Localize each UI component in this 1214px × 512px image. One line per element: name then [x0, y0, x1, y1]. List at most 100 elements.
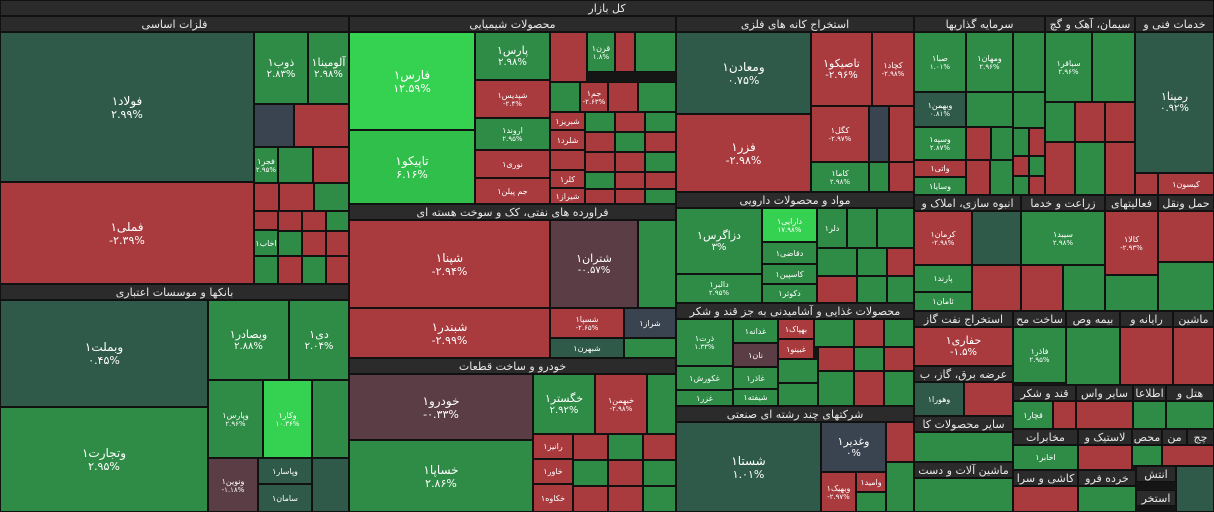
stock-tile[interactable]: خکاوه۱: [533, 484, 573, 512]
stock-tile[interactable]: غکورش۱: [676, 366, 733, 390]
stock-tile-unlabeled[interactable]: [585, 132, 615, 152]
stock-tile-unlabeled[interactable]: [884, 347, 914, 371]
stock-tile-unlabeled[interactable]: [1045, 102, 1075, 142]
stock-tile[interactable]: وبصادر۱ ۲.۸۸%: [208, 300, 289, 380]
stock-tile-unlabeled[interactable]: [857, 276, 887, 303]
stock-tile-unlabeled[interactable]: [1135, 173, 1158, 195]
sector-header-multi[interactable]: شرکتهای چند رشته ای صنعتی: [676, 406, 914, 422]
stock-tile-unlabeled[interactable]: [817, 276, 857, 303]
stock-tile-unlabeled[interactable]: [887, 248, 914, 276]
stock-tile-unlabeled[interactable]: [312, 380, 349, 458]
stock-tile-unlabeled[interactable]: [638, 82, 676, 112]
stock-tile-unlabeled[interactable]: [254, 256, 278, 284]
stock-tile-unlabeled[interactable]: [624, 338, 676, 358]
sector-header-misc_fin[interactable]: سایر واس: [1076, 385, 1133, 401]
sector-header-food[interactable]: محصولات غذایی و آشامیدنی به جز قند و شکر: [676, 303, 914, 319]
stock-tile-unlabeled[interactable]: [1013, 176, 1029, 195]
stock-tile-unlabeled[interactable]: [1078, 486, 1136, 512]
stock-tile[interactable]: کیسون۱: [1158, 173, 1214, 195]
stock-tile[interactable]: فاذر۱ ۲.۹۵%: [1013, 327, 1066, 383]
stock-tile-unlabeled[interactable]: [1053, 401, 1076, 429]
stock-tile[interactable]: کچاد۱ -۲.۹۸%: [872, 32, 914, 106]
stock-tile[interactable]: قرن۱ ۱.۸%: [587, 32, 615, 72]
stock-tile-unlabeled[interactable]: [1105, 275, 1158, 311]
stock-tile-unlabeled[interactable]: [615, 132, 645, 152]
stock-tile-unlabeled[interactable]: [615, 172, 645, 189]
stock-tile-unlabeled[interactable]: [1158, 211, 1214, 262]
stock-tile-unlabeled[interactable]: [1013, 32, 1045, 92]
stock-tile[interactable]: شتران۱ -۰.۵۷%: [550, 220, 638, 308]
stock-tile-unlabeled[interactable]: [1105, 102, 1135, 142]
stock-tile[interactable]: وسایا۱: [914, 177, 966, 195]
stock-tile-unlabeled[interactable]: [573, 486, 608, 512]
stock-tile[interactable]: سیبد۱ ۲.۹۸%: [1021, 211, 1105, 265]
stock-tile-unlabeled[interactable]: [778, 383, 818, 406]
stock-tile-unlabeled[interactable]: [643, 486, 676, 512]
sector-header-retail[interactable]: خرده فرو: [1078, 470, 1136, 486]
stock-tile[interactable]: شلرد۱: [550, 130, 585, 150]
stock-tile[interactable]: دزاگرس۱ ۳%: [676, 208, 762, 274]
stock-tile-unlabeled[interactable]: [278, 231, 302, 256]
stock-tile-unlabeled[interactable]: [966, 92, 1013, 127]
stock-tile[interactable]: رانیز۱: [533, 434, 573, 459]
stock-tile[interactable]: فولاد۱ ۲.۹۹%: [0, 32, 254, 182]
stock-tile[interactable]: وبهیک۱ -۲.۹۷%: [821, 472, 856, 512]
sector-header-insurance[interactable]: بیمه وص: [1066, 311, 1120, 327]
stock-tile-unlabeled[interactable]: [1092, 32, 1135, 102]
stock-tile[interactable]: خاور۱: [533, 459, 573, 484]
stock-tile-unlabeled[interactable]: [615, 112, 645, 132]
stock-tile[interactable]: کگل۱ -۲.۹۷%: [811, 106, 869, 162]
stock-tile[interactable]: شسپا۱ -۲.۶۵%: [550, 308, 624, 338]
stock-tile[interactable]: رمپنا۱ ۰.۹۲%: [1135, 32, 1214, 173]
stock-tile-unlabeled[interactable]: [326, 256, 349, 284]
stock-tile[interactable]: اخابر۱: [1013, 445, 1078, 470]
stock-tile[interactable]: کرمان۱ -۲.۹۸%: [914, 211, 972, 265]
stock-tile-unlabeled[interactable]: [326, 211, 349, 231]
stock-tile-unlabeled[interactable]: [585, 112, 615, 132]
sector-header-ceramic[interactable]: کاشی و سرا: [1013, 470, 1078, 486]
stock-tile-unlabeled[interactable]: [1132, 445, 1162, 466]
stock-tile-unlabeled[interactable]: [1013, 128, 1029, 156]
stock-tile-unlabeled[interactable]: [254, 211, 278, 230]
stock-tile[interactable]: وپاسار۱: [258, 458, 312, 484]
sector-header-machinery[interactable]: ماشین: [1173, 311, 1214, 327]
stock-tile-unlabeled[interactable]: [585, 172, 615, 189]
stock-tile[interactable]: نوری۱: [475, 150, 550, 178]
stock-tile-unlabeled[interactable]: [278, 256, 302, 284]
stock-tile[interactable]: وتجارت۱ ۲.۹۵%: [0, 407, 208, 512]
stock-tile-unlabeled[interactable]: [645, 112, 676, 132]
stock-tile-unlabeled[interactable]: [313, 147, 349, 183]
stock-tile-unlabeled[interactable]: [638, 220, 676, 308]
stock-tile[interactable]: ثامان۱: [914, 292, 972, 311]
stock-tile-unlabeled[interactable]: [914, 478, 1013, 512]
stock-tile-unlabeled[interactable]: [814, 319, 854, 347]
stock-tile-unlabeled[interactable]: [818, 371, 854, 406]
stock-tile-unlabeled[interactable]: [966, 160, 990, 195]
stock-tile-unlabeled[interactable]: [854, 347, 884, 371]
stock-tile-unlabeled[interactable]: [884, 319, 914, 347]
stock-tile[interactable]: دکوثر۱: [762, 284, 817, 303]
stock-tile[interactable]: آلومینا۱ ۲.۹۸%: [308, 32, 349, 104]
stock-tile-unlabeled[interactable]: [889, 106, 914, 162]
stock-tile[interactable]: وبملت۱ ۰.۴۵%: [0, 300, 208, 407]
stock-tile-unlabeled[interactable]: [1045, 142, 1075, 195]
stock-tile[interactable]: وامید۱: [856, 472, 886, 492]
stock-tile[interactable]: شراز۱: [624, 308, 676, 338]
stock-tile[interactable]: خگستر۱ ۲.۹۲%: [533, 374, 595, 434]
stock-tile-unlabeled[interactable]: [608, 486, 643, 512]
stock-tile-unlabeled[interactable]: [1029, 128, 1045, 156]
stock-tile-unlabeled[interactable]: [302, 256, 326, 284]
stock-tile[interactable]: وسپه۱ ۲.۸۷%: [914, 127, 966, 160]
sector-header-refinery[interactable]: فراورده های نفتی، کک و سوخت هسته ای: [349, 204, 676, 220]
stock-tile-unlabeled[interactable]: [279, 183, 314, 211]
stock-tile[interactable]: فملی۱ -۲.۳۹%: [0, 182, 254, 284]
stock-tile-unlabeled[interactable]: [1066, 327, 1120, 385]
stock-tile[interactable]: کلر۱: [550, 170, 585, 188]
stock-tile[interactable]: ونوین۱ -۱.۱۸%: [208, 458, 258, 512]
stock-tile-unlabeled[interactable]: [645, 132, 676, 152]
stock-tile-unlabeled[interactable]: [1105, 142, 1135, 195]
sector-header-info[interactable]: اطلاعا: [1133, 385, 1166, 401]
stock-tile[interactable]: فزر۱ -۲.۹۸%: [676, 114, 811, 192]
stock-tile[interactable]: شبریز۱: [550, 112, 585, 130]
sector-header-ch[interactable]: چج: [1187, 429, 1214, 445]
